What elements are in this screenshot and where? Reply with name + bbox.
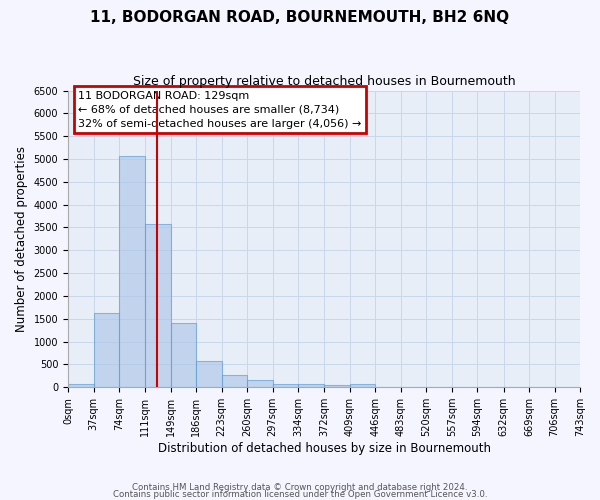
Bar: [350, 384, 376, 387]
Bar: [325, 385, 350, 387]
Bar: [272, 384, 298, 387]
X-axis label: Distribution of detached houses by size in Bournemouth: Distribution of detached houses by size …: [158, 442, 491, 455]
Text: 11, BODORGAN ROAD, BOURNEMOUTH, BH2 6NQ: 11, BODORGAN ROAD, BOURNEMOUTH, BH2 6NQ: [91, 10, 509, 25]
Bar: [170, 324, 196, 387]
Text: Contains public sector information licensed under the Open Government Licence v3: Contains public sector information licen…: [113, 490, 487, 499]
Y-axis label: Number of detached properties: Number of detached properties: [15, 146, 28, 332]
Bar: [221, 374, 247, 387]
Bar: [196, 361, 221, 387]
Text: 11 BODORGAN ROAD: 129sqm
← 68% of detached houses are smaller (8,734)
32% of sem: 11 BODORGAN ROAD: 129sqm ← 68% of detach…: [78, 90, 362, 128]
Bar: [298, 384, 325, 387]
Bar: [247, 380, 272, 387]
Bar: [94, 313, 119, 387]
Bar: [145, 224, 170, 387]
Text: Contains HM Land Registry data © Crown copyright and database right 2024.: Contains HM Land Registry data © Crown c…: [132, 484, 468, 492]
Bar: [68, 384, 94, 387]
Bar: [119, 156, 145, 387]
Title: Size of property relative to detached houses in Bournemouth: Size of property relative to detached ho…: [133, 75, 515, 88]
